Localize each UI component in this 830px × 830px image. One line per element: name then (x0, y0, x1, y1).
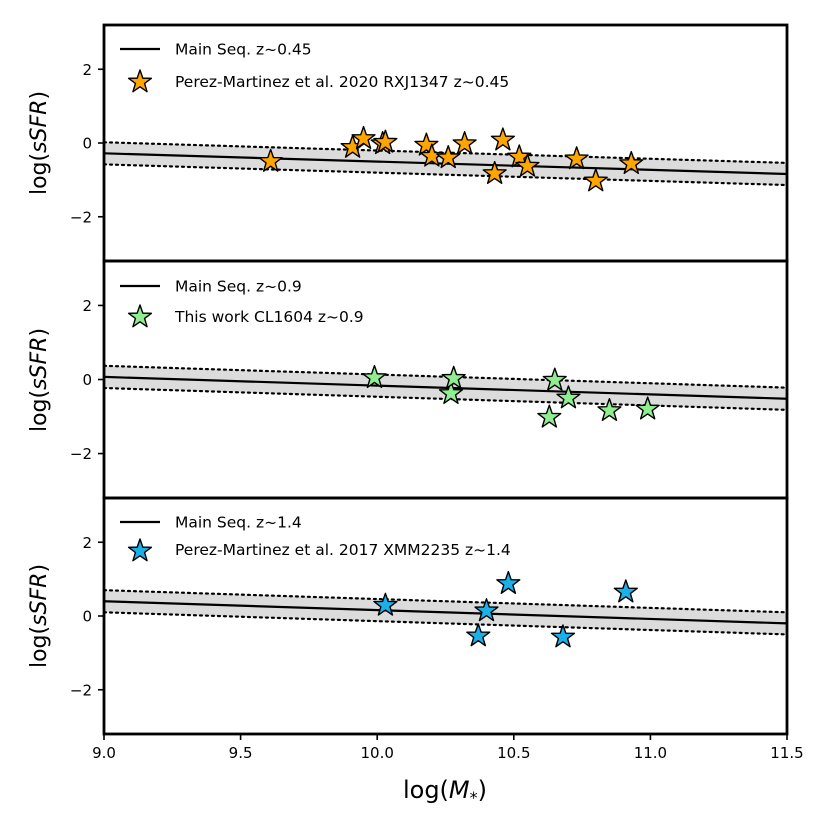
x-ticks: 9.0 9.5 10.0 10.5 11.0 11.5 (92, 734, 804, 762)
data-point-star (613, 579, 638, 603)
legend: Main Seq. z~0.9 This work CL1604 z~0.9 (120, 278, 364, 328)
legend-label-main-seq: Main Seq. z~1.4 (175, 514, 302, 532)
legend-label-series: Perez-Martinez et al. 2020 RXJ1347 z~0.4… (175, 73, 509, 91)
panel-z09: 2 0 −2 Main Seq. z~0.9 This work CL1604 z~… (27, 259, 789, 500)
x-tick-label: 10.0 (360, 744, 393, 762)
x-axis-label: log(M*) (403, 776, 487, 807)
axes-frame (102, 23, 789, 263)
y-ticks: 2 0 −2 (70, 61, 104, 226)
legend: Main Seq. z~1.4 Perez-Martinez et al. 20… (120, 514, 511, 562)
data-point-star (490, 127, 515, 151)
x-tick-label: 11.5 (770, 744, 803, 762)
x-tick-label: 9.0 (92, 744, 116, 762)
data-point-star (482, 160, 507, 185)
main-seq-lower-dotted (104, 611, 787, 636)
data-point-star (583, 168, 608, 192)
data-point-star (258, 148, 283, 172)
y-tick-label: 0 (82, 135, 92, 153)
legend: Main Seq. z~0.45 Perez-Martinez et al. 2… (120, 41, 509, 93)
y-ticks: 2 0 −2 (70, 297, 104, 463)
data-point-star (564, 146, 589, 170)
main-seq-lower-dotted (104, 163, 787, 187)
data-point-star (537, 404, 562, 428)
legend-label-main-seq: Main Seq. z~0.45 (175, 41, 312, 59)
y-axis-label: log(sSFR) (27, 564, 52, 668)
data-point-star (351, 125, 376, 149)
star-markers (373, 570, 638, 648)
y-tick-label: 0 (82, 608, 92, 626)
data-point-star (441, 365, 466, 389)
y-ticks: 2 0 −2 (70, 534, 104, 699)
legend-star-icon (127, 69, 153, 93)
data-point-star (597, 397, 622, 422)
y-axis-label: log(sSFR) (27, 91, 52, 195)
axes-frame (102, 496, 789, 736)
x-tick-label: 11.0 (634, 744, 667, 762)
y-axis-label: log(sSFR) (27, 328, 52, 432)
legend-star-icon (127, 304, 153, 328)
y-tick-label: 2 (82, 534, 92, 552)
legend-label-main-seq: Main Seq. z~0.9 (175, 278, 302, 296)
x-tick-label: 9.5 (229, 744, 253, 762)
data-point-star (373, 592, 398, 616)
data-point-star (438, 380, 464, 404)
y-tick-label: −2 (70, 445, 92, 463)
data-point-star (635, 396, 660, 420)
legend-label-series: This work CL1604 z~0.9 (174, 308, 364, 326)
data-point-star (373, 129, 398, 153)
data-point-star (542, 367, 567, 391)
data-point-star (362, 364, 387, 389)
data-point-star (474, 598, 499, 622)
y-tick-label: 0 (82, 371, 92, 389)
data-point-star (515, 153, 540, 177)
legend-star-icon (127, 538, 153, 562)
main-seq-upper-dotted (104, 589, 787, 614)
y-tick-label: 2 (82, 297, 92, 315)
panel-z14: 2 0 −2 Main Seq. z~1.4 Perez-Martinez et a… (27, 496, 789, 736)
data-point-star (496, 570, 521, 594)
data-point-star (550, 624, 576, 648)
data-point-star (436, 145, 461, 169)
data-point-star (466, 623, 491, 647)
star-markers (258, 125, 644, 192)
x-tick-label: 10.5 (497, 744, 530, 762)
data-point-star (619, 150, 644, 175)
data-point-star (452, 131, 477, 155)
main-seq-line (104, 375, 787, 400)
main-seq-line (104, 600, 787, 625)
data-point-star (419, 143, 444, 167)
legend-label-series: Perez-Martinez et al. 2017 XMM2235 z~1.4 (175, 541, 511, 559)
star-markers (362, 364, 660, 428)
panel-z045: 2 0 −2 Main Seq. z~0.45 Perez-Martinez et … (27, 23, 789, 263)
y-tick-label: −2 (70, 208, 92, 226)
y-tick-label: −2 (70, 681, 92, 699)
data-point-star (414, 132, 439, 156)
y-tick-label: 2 (82, 61, 92, 79)
data-point-star (556, 385, 581, 409)
